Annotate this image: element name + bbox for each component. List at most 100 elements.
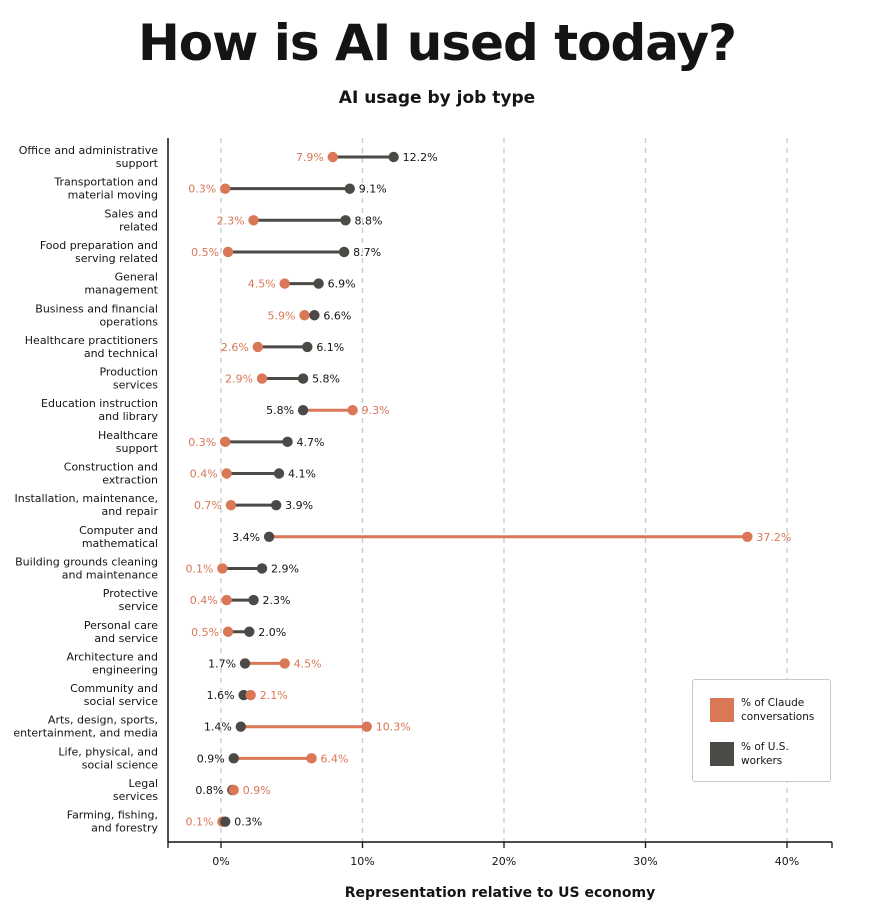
legend-item-workers: % of U.S. workers <box>710 740 831 768</box>
workers-value-label: 1.7% <box>208 657 236 670</box>
claude-value-label: 0.3% <box>188 183 216 196</box>
workers-value-label: 9.1% <box>359 183 387 196</box>
category-label: Production services <box>99 366 158 392</box>
category-label: Legal services <box>113 777 158 803</box>
workers-point <box>313 278 324 289</box>
category-label: General management <box>84 271 158 297</box>
legend-swatch-workers <box>710 742 734 766</box>
claude-point <box>742 531 753 542</box>
x-tick-label: 40% <box>775 855 799 868</box>
category-label: Transportation and material moving <box>53 176 158 202</box>
claude-point <box>228 784 239 796</box>
claude-point <box>279 658 290 669</box>
workers-value-label: 0.3% <box>234 816 262 829</box>
legend-label-workers: % of U.S. workers <box>741 741 789 767</box>
claude-point <box>221 594 232 606</box>
category-label: Building grounds cleaning and maintenance <box>15 555 158 581</box>
x-tick-label: 20% <box>492 855 516 868</box>
workers-point <box>239 658 251 669</box>
claude-point <box>256 373 268 384</box>
claude-value-label: 0.4% <box>190 468 218 481</box>
claude-point <box>225 499 237 511</box>
workers-point <box>282 436 293 448</box>
workers-point <box>228 753 239 764</box>
category-label: Farming, fishing, and forestry <box>67 809 159 835</box>
category-label: Food preparation and serving related <box>40 239 158 265</box>
claude-value-label: 0.1% <box>185 562 213 575</box>
claude-value-label: 0.7% <box>194 499 222 512</box>
workers-value-label: 4.1% <box>288 468 316 481</box>
workers-point <box>297 405 309 416</box>
workers-point <box>340 215 351 226</box>
claude-value-label: 0.3% <box>188 436 216 449</box>
claude-point <box>221 468 232 479</box>
workers-value-label: 8.8% <box>355 214 383 227</box>
workers-point <box>302 341 313 353</box>
legend: % of Claude conversations % of U.S. work… <box>692 679 831 782</box>
workers-point <box>220 816 231 827</box>
workers-value-label: 6.9% <box>328 278 356 291</box>
category-label: Life, physical, and social science <box>58 745 158 771</box>
category-label: Education instruction and library <box>41 397 158 423</box>
workers-value-label: 5.8% <box>266 404 294 417</box>
workers-value-label: 1.4% <box>204 721 232 734</box>
workers-value-label: 5.8% <box>312 373 340 386</box>
workers-point <box>273 468 285 479</box>
workers-point <box>338 246 350 258</box>
workers-value-label: 12.2% <box>403 151 438 164</box>
workers-point <box>235 721 247 732</box>
workers-value-label: 4.7% <box>297 436 325 449</box>
workers-value-label: 0.8% <box>195 784 223 797</box>
x-tick-label: 10% <box>350 855 374 868</box>
category-label: Computer and mathematical <box>79 524 158 550</box>
claude-point <box>222 626 234 637</box>
workers-value-label: 6.1% <box>316 341 344 354</box>
claude-point <box>347 405 358 416</box>
workers-point <box>388 151 399 163</box>
claude-value-label: 4.5% <box>248 278 276 291</box>
claude-point <box>248 215 259 226</box>
category-label: Protective service <box>103 587 158 613</box>
claude-point <box>306 753 317 764</box>
workers-value-label: 3.9% <box>285 499 313 512</box>
workers-point <box>309 310 320 321</box>
claude-value-label: 4.5% <box>294 657 322 670</box>
workers-value-label: 1.6% <box>207 689 235 702</box>
workers-point <box>248 594 259 606</box>
claude-value-label: 2.6% <box>221 341 249 354</box>
category-label: Healthcare support <box>98 429 159 455</box>
workers-value-label: 8.7% <box>353 246 381 259</box>
claude-value-label: 9.3% <box>362 404 390 417</box>
claude-point <box>220 436 231 448</box>
claude-value-label: 0.1% <box>185 816 213 829</box>
category-label: Office and administrative support <box>19 144 159 170</box>
claude-value-label: 2.1% <box>260 689 288 702</box>
workers-point <box>244 626 255 637</box>
claude-point <box>220 183 231 194</box>
claude-point <box>279 278 290 289</box>
claude-value-label: 0.5% <box>191 246 219 259</box>
workers-point <box>256 563 268 574</box>
claude-point <box>361 721 372 732</box>
claude-value-label: 0.9% <box>243 784 271 797</box>
workers-value-label: 2.3% <box>263 594 291 607</box>
workers-value-label: 3.4% <box>232 531 260 544</box>
claude-point <box>299 310 310 321</box>
claude-value-label: 7.9% <box>296 151 324 164</box>
claude-point <box>252 341 263 353</box>
claude-value-label: 0.5% <box>191 626 219 639</box>
category-label: Construction and extraction <box>64 461 158 487</box>
claude-value-label: 5.9% <box>268 309 296 322</box>
claude-value-label: 0.4% <box>190 594 218 607</box>
x-axis-label: Representation relative to US economy <box>344 885 656 901</box>
claude-value-label: 37.2% <box>756 531 791 544</box>
category-label: Installation, maintenance, and repair <box>15 492 159 518</box>
x-tick-label: 0% <box>212 855 229 868</box>
legend-label-claude: % of Claude conversations <box>741 697 815 723</box>
workers-point <box>263 531 275 542</box>
workers-value-label: 6.6% <box>323 309 351 322</box>
workers-value-label: 2.9% <box>271 562 299 575</box>
claude-point <box>222 246 234 258</box>
x-tick-label: 30% <box>633 855 657 868</box>
category-label: Arts, design, sports, entertainment, and … <box>13 714 158 740</box>
